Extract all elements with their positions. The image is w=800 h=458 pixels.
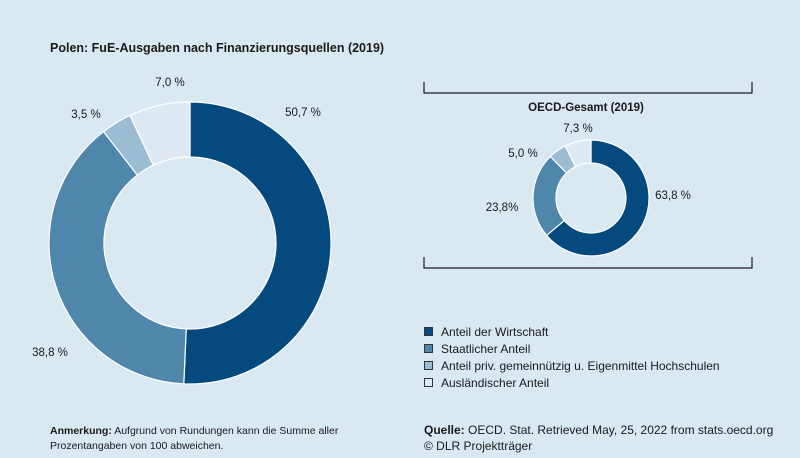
poland-label-ausland: 7,0 %: [155, 77, 184, 89]
legend-label: Anteil priv. gemeinnützig u. Eigenmittel…: [441, 358, 720, 373]
legend-swatch: [424, 327, 433, 336]
source: Quelle: OECD. Stat. Retrieved May, 25, 2…: [424, 422, 773, 454]
legend-item-ausland: Ausländischer Anteil: [424, 374, 720, 391]
oecd-label-gemeinnuetzig: 5,0 %: [508, 148, 537, 160]
poland-label-staat: 38,8 %: [32, 347, 68, 359]
poland-label-gemeinnuetzig: 3,5 %: [71, 109, 100, 121]
oecd-bracket-frame: [423, 82, 753, 269]
legend-label: Ausländischer Anteil: [441, 375, 550, 390]
source-label: Quelle:: [424, 423, 465, 437]
poland-slice-wirtschaft: [183, 101, 332, 385]
donut-poland: 50,7 % 38,8 % 3,5 % 7,0 %: [32, 77, 332, 385]
legend-swatch: [424, 344, 433, 353]
oecd-slice-wirtschaft: [545, 139, 650, 257]
legend-label: Staatlicher Anteil: [441, 341, 531, 356]
oecd-label-staat: 23,8%: [486, 202, 519, 214]
legend-item-gemeinnuetzig: Anteil priv. gemeinnützig u. Eigenmittel…: [424, 357, 720, 374]
poland-slice-staat: [48, 130, 187, 385]
donut-oecd: 63,8 % 23,8% 5,0 % 7,3 %: [486, 123, 691, 257]
oecd-chart-title: OECD-Gesamt (2019): [528, 102, 644, 114]
copyright: © DLR Projektträger: [424, 439, 533, 453]
legend-swatch: [424, 361, 433, 370]
source-text: OECD. Stat. Retrieved May, 25, 2022 from…: [468, 423, 774, 437]
footnote-label: Anmerkung:: [50, 425, 112, 437]
footnote-text: Aufgrund von Rundungen kann die Summe al…: [50, 425, 339, 452]
poland-label-wirtschaft: 50,7 %: [285, 107, 321, 119]
legend-item-wirtschaft: Anteil der Wirtschaft: [424, 323, 720, 340]
oecd-label-ausland: 7,3 %: [563, 123, 592, 135]
chart-title: Polen: FuE-Ausgaben nach Finanzierungsqu…: [50, 41, 385, 55]
legend-label: Anteil der Wirtschaft: [441, 324, 549, 339]
legend-swatch: [424, 378, 433, 387]
oecd-label-wirtschaft: 63,8 %: [655, 190, 691, 202]
legend: Anteil der Wirtschaft Staatlicher Anteil A…: [424, 323, 720, 391]
legend-item-staat: Staatlicher Anteil: [424, 340, 720, 357]
oecd-slice-ausland: [564, 139, 592, 168]
footnote: Anmerkung: Aufgrund von Rundungen kann d…: [50, 424, 380, 454]
poland-slice-ausland: [129, 101, 191, 166]
